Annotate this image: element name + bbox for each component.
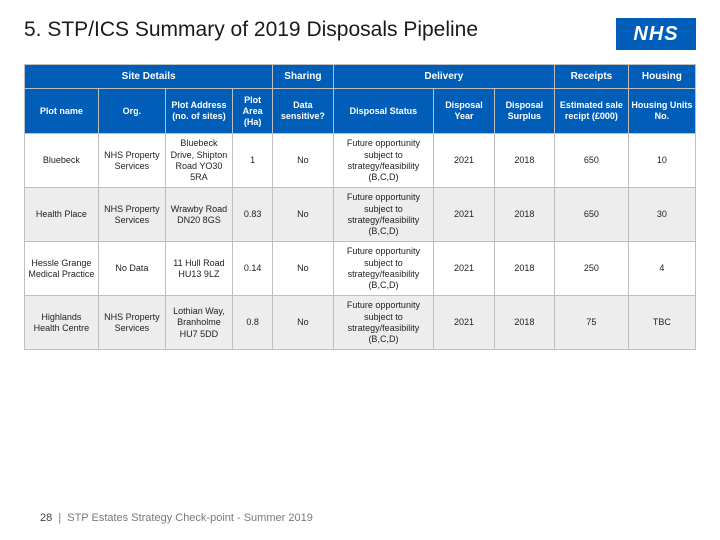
table-cell: Hessle Grange Medical Practice bbox=[25, 242, 99, 296]
table-cell: No bbox=[273, 242, 333, 296]
table-row: Highlands Health CentreNHS Property Serv… bbox=[25, 296, 696, 350]
table-cell: TBC bbox=[628, 296, 695, 350]
table-cell: No bbox=[273, 134, 333, 188]
disposals-table: Site DetailsSharingDeliveryReceiptsHousi… bbox=[24, 64, 696, 350]
table-cell: 2018 bbox=[494, 188, 554, 242]
group-header: Receipts bbox=[555, 65, 629, 89]
table-cell: 250 bbox=[555, 242, 629, 296]
page-number: 28 bbox=[40, 512, 52, 524]
footer-separator: | bbox=[58, 512, 61, 524]
table-cell: Highlands Health Centre bbox=[25, 296, 99, 350]
table-cell: 2018 bbox=[494, 134, 554, 188]
table-cell: 0.14 bbox=[232, 242, 272, 296]
column-header: Estimated sale recipt (£000) bbox=[555, 89, 629, 134]
table-cell: Wrawby Road DN20 8GS bbox=[165, 188, 232, 242]
table-cell: No Data bbox=[98, 242, 165, 296]
table-cell: 2021 bbox=[434, 188, 494, 242]
column-header: Plot name bbox=[25, 89, 99, 134]
group-header: Housing bbox=[628, 65, 695, 89]
nhs-logo: NHS bbox=[616, 18, 696, 50]
group-header: Site Details bbox=[25, 65, 273, 89]
group-header: Sharing bbox=[273, 65, 333, 89]
table-cell: 650 bbox=[555, 188, 629, 242]
table-cell: 0.8 bbox=[232, 296, 272, 350]
table-cell: 2021 bbox=[434, 134, 494, 188]
group-header-row: Site DetailsSharingDeliveryReceiptsHousi… bbox=[25, 65, 696, 89]
table-cell: 650 bbox=[555, 134, 629, 188]
table-cell: Health Place bbox=[25, 188, 99, 242]
table-cell: 10 bbox=[628, 134, 695, 188]
table-row: BluebeckNHS Property ServicesBluebeck Dr… bbox=[25, 134, 696, 188]
table-cell: 0.83 bbox=[232, 188, 272, 242]
column-header: Org. bbox=[98, 89, 165, 134]
footer: 28 | STP Estates Strategy Check-point - … bbox=[40, 512, 313, 524]
table-cell: Future opportunity subject to strategy/f… bbox=[333, 242, 434, 296]
title-row: 5. STP/ICS Summary of 2019 Disposals Pip… bbox=[24, 18, 696, 50]
table-cell: NHS Property Services bbox=[98, 134, 165, 188]
column-header: Plot Address (no. of sites) bbox=[165, 89, 232, 134]
table-cell: Future opportunity subject to strategy/f… bbox=[333, 296, 434, 350]
group-header: Delivery bbox=[333, 65, 554, 89]
table-cell: 75 bbox=[555, 296, 629, 350]
table-body: BluebeckNHS Property ServicesBluebeck Dr… bbox=[25, 134, 696, 350]
column-header: Data sensitive? bbox=[273, 89, 333, 134]
table-cell: Bluebeck Drive, Shipton Road YO30 5RA bbox=[165, 134, 232, 188]
column-header: Disposal Surplus bbox=[494, 89, 554, 134]
table-cell: 11 Hull Road HU13 9LZ bbox=[165, 242, 232, 296]
table-row: Health PlaceNHS Property ServicesWrawby … bbox=[25, 188, 696, 242]
table-cell: Bluebeck bbox=[25, 134, 99, 188]
table-cell: 30 bbox=[628, 188, 695, 242]
column-header: Housing Units No. bbox=[628, 89, 695, 134]
table-cell: 2021 bbox=[434, 242, 494, 296]
column-header: Plot Area (Ha) bbox=[232, 89, 272, 134]
slide: 5. STP/ICS Summary of 2019 Disposals Pip… bbox=[0, 0, 720, 540]
table-cell: No bbox=[273, 296, 333, 350]
table-cell: 2021 bbox=[434, 296, 494, 350]
table-cell: NHS Property Services bbox=[98, 188, 165, 242]
column-header-row: Plot nameOrg.Plot Address (no. of sites)… bbox=[25, 89, 696, 134]
column-header: Disposal Year bbox=[434, 89, 494, 134]
table-cell: 2018 bbox=[494, 242, 554, 296]
table-row: Hessle Grange Medical PracticeNo Data11 … bbox=[25, 242, 696, 296]
footer-text: STP Estates Strategy Check-point - Summe… bbox=[67, 512, 313, 524]
table-cell: 1 bbox=[232, 134, 272, 188]
table-cell: NHS Property Services bbox=[98, 296, 165, 350]
column-header: Disposal Status bbox=[333, 89, 434, 134]
table-cell: Future opportunity subject to strategy/f… bbox=[333, 134, 434, 188]
table-cell: Future opportunity subject to strategy/f… bbox=[333, 188, 434, 242]
table-cell: 4 bbox=[628, 242, 695, 296]
page-title: 5. STP/ICS Summary of 2019 Disposals Pip… bbox=[24, 18, 478, 42]
table-cell: 2018 bbox=[494, 296, 554, 350]
table-cell: Lothian Way, Branholme HU7 5DD bbox=[165, 296, 232, 350]
nhs-logo-text: NHS bbox=[633, 23, 678, 46]
table-cell: No bbox=[273, 188, 333, 242]
